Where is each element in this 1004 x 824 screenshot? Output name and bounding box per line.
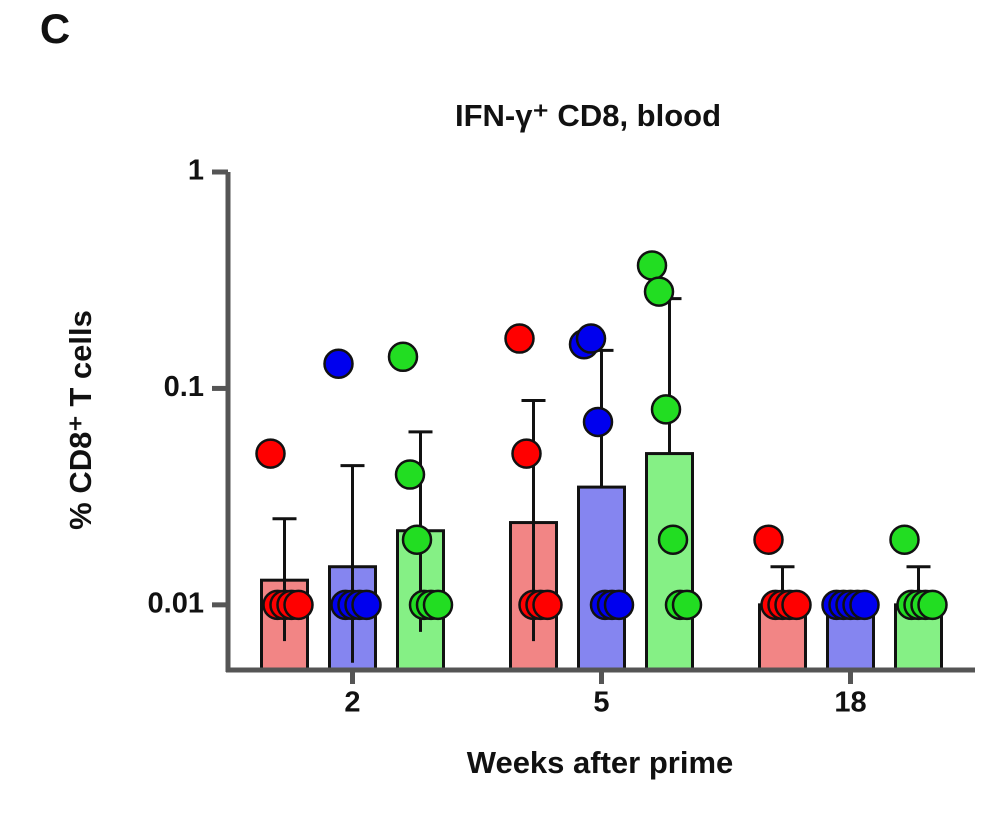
data-point	[582, 406, 614, 438]
x-tick-label: 18	[834, 687, 866, 719]
data-point	[643, 276, 675, 307]
data-point	[603, 589, 635, 621]
data-point	[657, 524, 689, 555]
y-tick-label: 1	[188, 155, 204, 187]
y-axis-title: % CD8⁺ T cells	[63, 310, 98, 530]
data-point	[532, 589, 563, 621]
data-point	[401, 524, 433, 555]
data-point	[394, 459, 426, 490]
data-point	[671, 589, 703, 621]
data-point	[323, 348, 354, 380]
data-point	[351, 589, 382, 621]
data-point	[575, 323, 607, 354]
data-point	[917, 589, 948, 621]
bar	[577, 485, 626, 672]
bar	[645, 452, 694, 672]
data-point	[650, 394, 682, 425]
x-axis-title: Weeks after prime	[467, 745, 734, 780]
data-point	[387, 341, 419, 373]
x-tick-label: 2	[344, 687, 360, 719]
y-tick-label: 0.1	[164, 371, 204, 403]
data-point	[422, 589, 454, 621]
data-point	[753, 524, 784, 555]
data-point	[636, 250, 668, 281]
data-point	[781, 589, 812, 621]
data-point	[889, 524, 920, 555]
data-point	[504, 323, 535, 354]
chart-title: IFN-γ⁺ CD8, blood	[455, 98, 721, 133]
data-point	[849, 589, 880, 621]
panel-label: C	[40, 5, 70, 52]
data-point	[511, 438, 542, 469]
data-point	[255, 438, 286, 469]
y-tick-label: 0.01	[148, 588, 204, 620]
x-tick-label: 5	[593, 687, 609, 719]
data-point	[283, 589, 314, 621]
